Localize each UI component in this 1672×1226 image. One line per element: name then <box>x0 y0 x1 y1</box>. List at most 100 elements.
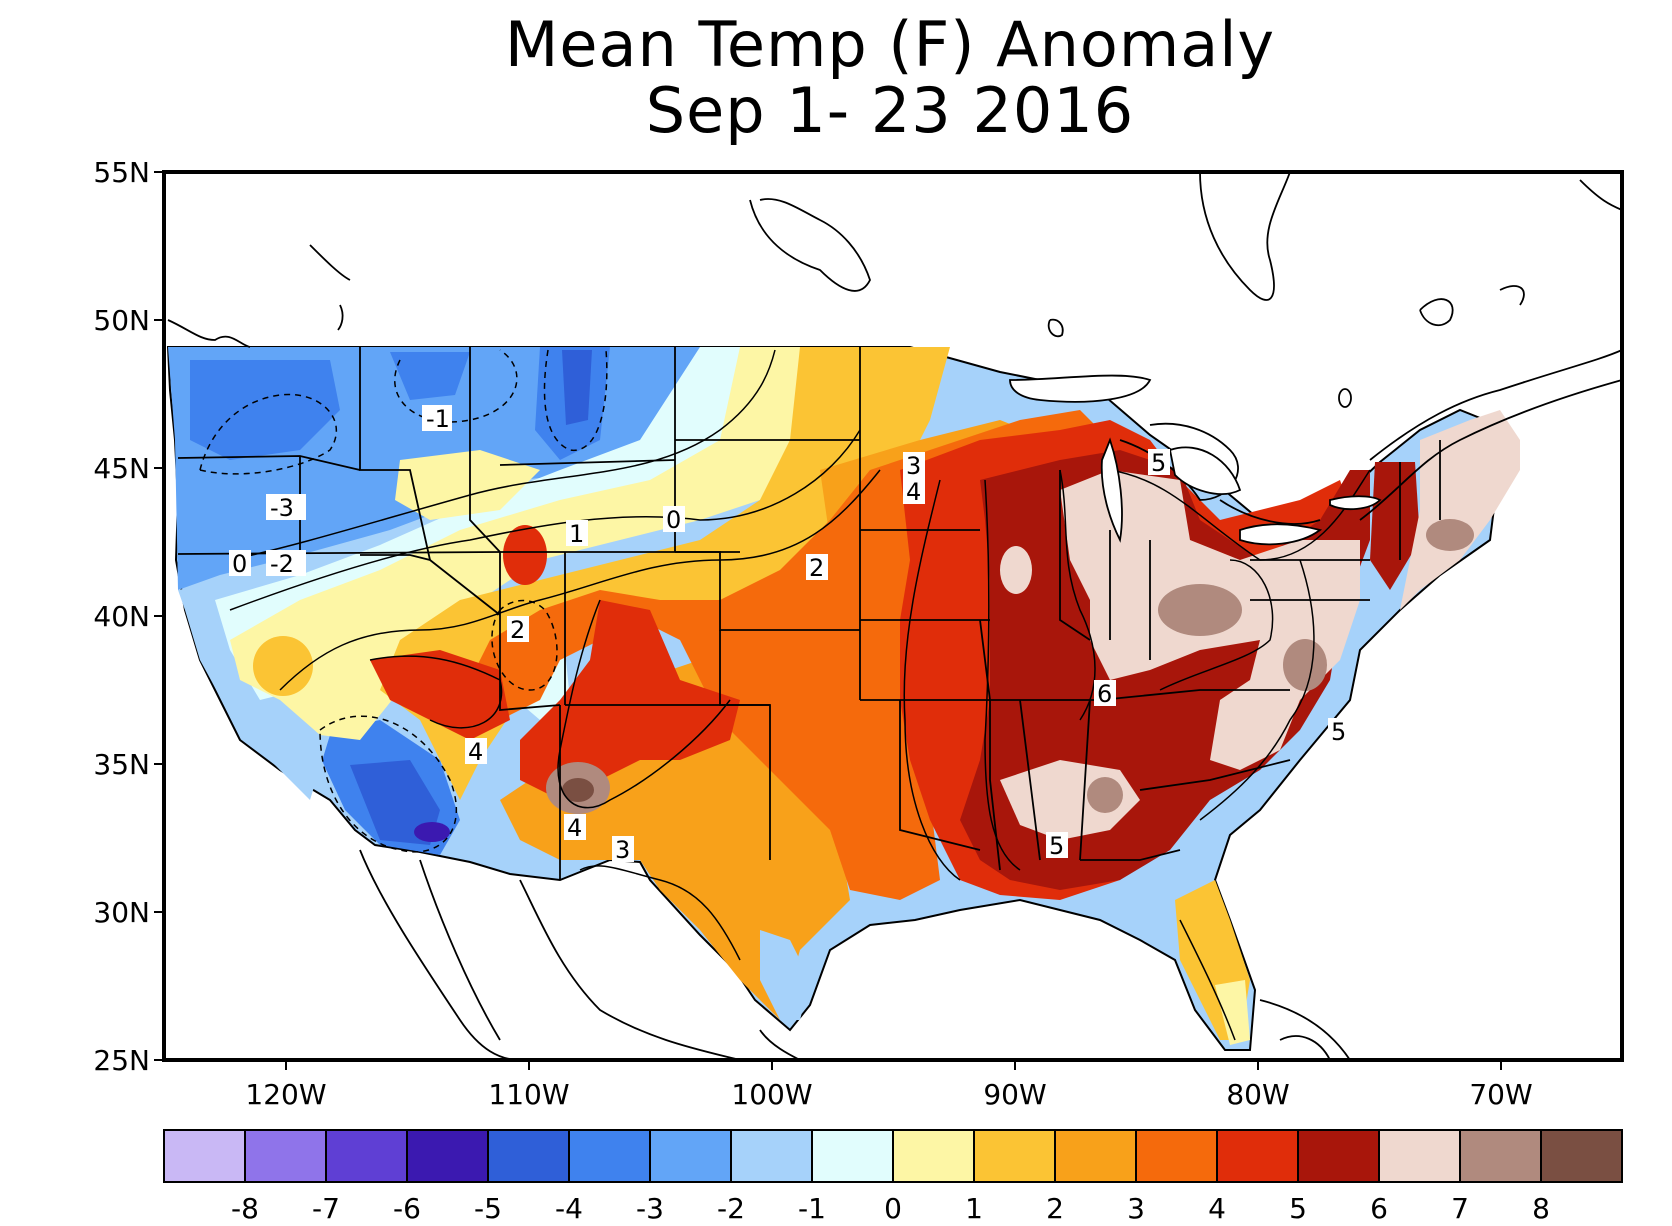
svg-text:5: 5 <box>1151 449 1166 477</box>
contour-label: 2 <box>507 616 529 644</box>
warm-band-idaho <box>395 450 540 520</box>
lat-label: 25N <box>93 1044 150 1077</box>
latitude-axis <box>154 171 164 1061</box>
svg-text:-2: -2 <box>270 550 294 578</box>
cold-washington <box>190 360 340 460</box>
svg-text:3: 3 <box>906 452 921 480</box>
contour-value-labels: -1 -3 0 -2 1 0 2 3 4 5 2 4 4 3 6 5 5 <box>229 405 1350 864</box>
cold-idaho <box>390 352 470 400</box>
hot-band-nevada <box>370 650 510 740</box>
svg-text:-3: -3 <box>270 494 294 522</box>
contour-label: 4 <box>465 738 487 766</box>
hot-spot-massachusetts <box>1426 519 1474 551</box>
cold-socal-core <box>350 760 440 845</box>
svg-text:3: 3 <box>615 836 630 864</box>
colorbar-swatch <box>1054 1129 1137 1183</box>
svg-text:2: 2 <box>809 554 824 582</box>
contour-label: 5 <box>1148 449 1170 477</box>
colorbar-swatch <box>1459 1129 1542 1183</box>
contour-label: 1 <box>566 520 588 548</box>
svg-text:6: 6 <box>1097 680 1112 708</box>
contour-label: 0 <box>229 550 251 578</box>
hot-spot-new-mexico-core <box>562 778 594 802</box>
svg-text:5: 5 <box>1331 718 1346 746</box>
colorbar-swatch <box>649 1129 732 1183</box>
colorbar-swatch <box>730 1129 813 1183</box>
colorbar-swatch <box>163 1129 246 1183</box>
colorbar-labels: -8 -7 -6 -5 -4 -3 -2 -1 0 1 2 3 4 5 6 7 8 <box>231 1192 1550 1225</box>
lat-label: 45N <box>93 452 150 485</box>
colorbar-swatch <box>244 1129 327 1183</box>
colorbar-tick-label: 3 <box>1127 1192 1145 1225</box>
colorbar-swatch <box>325 1129 408 1183</box>
svg-text:1: 1 <box>569 520 584 548</box>
florida-tip <box>1215 980 1250 1045</box>
colorbar-swatch <box>1540 1129 1623 1183</box>
svg-text:0: 0 <box>232 550 247 578</box>
colorbar-tick-label: -6 <box>393 1192 421 1225</box>
colorbar-swatch <box>1378 1129 1461 1183</box>
hot-spot-wyoming <box>503 525 547 585</box>
colorbar-tick-label: 7 <box>1451 1192 1469 1225</box>
contour-label: 5 <box>1328 718 1350 746</box>
colorbar-tick-label: 4 <box>1208 1192 1226 1225</box>
colorbar-swatch <box>1135 1129 1218 1183</box>
lat-label: 50N <box>93 304 150 337</box>
contour-label: 3 <box>903 452 925 480</box>
contour-label: 4 <box>564 814 586 842</box>
contour-label: 6 <box>1094 680 1116 708</box>
warm-spot-oregon <box>253 636 313 696</box>
colorbar-swatch <box>1297 1129 1380 1183</box>
lat-label: 35N <box>93 748 150 781</box>
lat-label: 55N <box>93 156 150 189</box>
hot-spot-virginia <box>1283 639 1327 691</box>
contour-label: 4 <box>903 478 925 506</box>
colorbar-tick-label: -3 <box>636 1192 664 1225</box>
svg-text:2: 2 <box>510 616 525 644</box>
colorbar <box>163 1129 1623 1183</box>
lon-label: 110W <box>488 1078 569 1111</box>
colorbar-swatch <box>811 1129 894 1183</box>
colorbar-swatch <box>406 1129 489 1183</box>
svg-text:4: 4 <box>906 478 921 506</box>
cold-montana-core <box>562 350 592 425</box>
svg-text:4: 4 <box>468 738 483 766</box>
contour-label: 3 <box>612 836 634 864</box>
colorbar-tick-label: 6 <box>1370 1192 1388 1225</box>
colorbar-tick-label: 5 <box>1289 1192 1307 1225</box>
colorbar-tick-label: 8 <box>1532 1192 1550 1225</box>
longitude-axis <box>285 1060 1502 1070</box>
lon-label: 70W <box>1469 1078 1532 1111</box>
lat-label: 30N <box>93 896 150 929</box>
hot-band-southwest <box>520 600 740 800</box>
cold-spot-desert <box>414 822 450 842</box>
colorbar-swatch <box>973 1129 1056 1183</box>
colorbar-swatch <box>568 1129 651 1183</box>
contour-label: 0 <box>663 506 685 534</box>
texas-coast <box>760 930 810 1020</box>
contour-label: 2 <box>806 554 828 582</box>
colorbar-swatch <box>487 1129 570 1183</box>
colorbar-tick-label: 1 <box>965 1192 983 1225</box>
map-date-range: Sep 1- 23 2016 <box>645 74 1135 147</box>
colorbar-tick-label: -8 <box>231 1192 259 1225</box>
colorbar-tick-label: -4 <box>555 1192 583 1225</box>
hot-spot-alabama <box>1087 777 1123 813</box>
latitude-labels: 55N 50N 45N 40N 35N 30N 25N <box>93 156 150 1077</box>
svg-text:0: 0 <box>666 506 681 534</box>
lon-label: 90W <box>983 1078 1046 1111</box>
lon-label: 80W <box>1226 1078 1289 1111</box>
hot-spot-ohio <box>1158 584 1242 636</box>
contour-label: 5 <box>1046 832 1068 860</box>
longitude-labels: 120W 110W 100W 90W 80W 70W <box>245 1078 1532 1111</box>
colorbar-swatch <box>892 1129 975 1183</box>
contour-label: -1 <box>422 405 452 433</box>
lon-label: 120W <box>245 1078 326 1111</box>
lat-label: 40N <box>93 600 150 633</box>
colorbar-tick-label: -1 <box>798 1192 826 1225</box>
colorbar-tick-label: 0 <box>884 1192 902 1225</box>
colorbar-tick-label: -5 <box>474 1192 502 1225</box>
lon-label: 100W <box>731 1078 812 1111</box>
contour-label: -3 <box>266 494 306 522</box>
